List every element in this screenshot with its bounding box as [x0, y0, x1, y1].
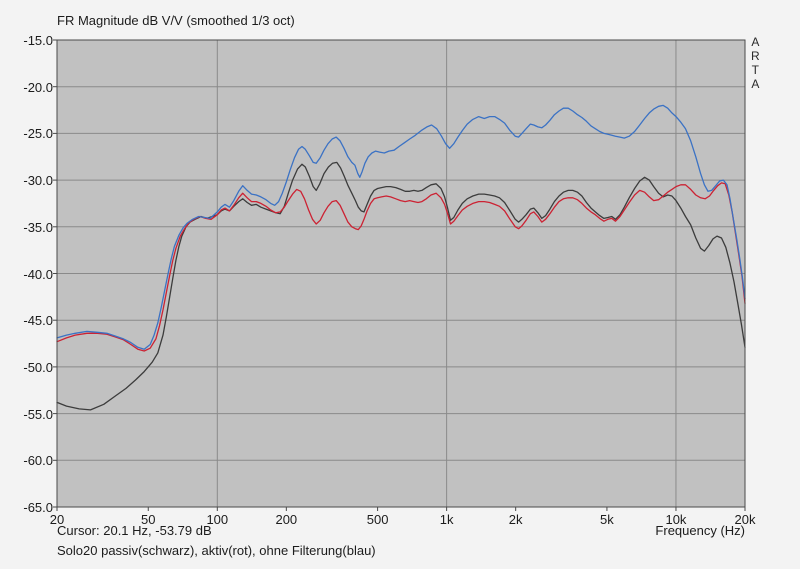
x-tick-label: 50 — [141, 512, 156, 527]
x-tick-label: 5k — [600, 512, 614, 527]
cursor-readout: Cursor: 20.1 Hz, -53.79 dB — [57, 523, 212, 538]
x-tick-label: 200 — [275, 512, 298, 527]
y-tick-label: -45.0 — [23, 313, 53, 329]
x-tick-label: 2k — [508, 512, 523, 527]
y-tick-label: -40.0 — [23, 266, 53, 282]
x-tick-label: 1k — [439, 512, 454, 527]
y-tick-label: -55.0 — [23, 406, 53, 422]
x-tick-label: 20 — [49, 512, 65, 527]
x-tick-label: 10k — [665, 512, 687, 527]
chart-title: FR Magnitude dB V/V (smoothed 1/3 oct) — [57, 13, 295, 28]
arta-watermark: A R T A — [751, 35, 760, 91]
x-tick-label: 500 — [366, 512, 389, 527]
x-axis-title: Frequency (Hz) — [655, 523, 745, 538]
curve-blau — [56, 104, 746, 350]
y-tick-label: -15.0 — [23, 33, 53, 48]
x-tick-label: 20k — [734, 512, 756, 527]
plot-border — [56, 39, 746, 508]
y-tick-label: -25.0 — [23, 126, 53, 142]
x-tick-label: 100 — [206, 512, 229, 527]
y-tick-label: -20.0 — [23, 79, 53, 95]
y-tick-label: -30.0 — [23, 173, 53, 189]
y-tick-label: -35.0 — [23, 219, 53, 235]
y-tick-label: -60.0 — [23, 453, 53, 469]
curve-rot — [56, 182, 746, 352]
y-tick-label: -65.0 — [23, 500, 53, 515]
legend-text: Solo20 passiv(schwarz), aktiv(rot), ohne… — [57, 543, 376, 558]
y-tick-label: -50.0 — [23, 359, 53, 375]
